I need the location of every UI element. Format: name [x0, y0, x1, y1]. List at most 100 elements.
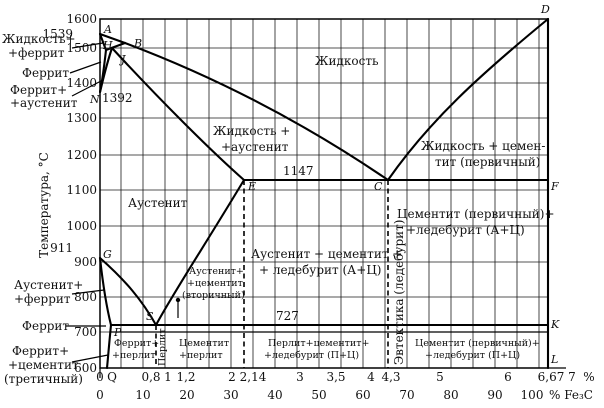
x-tick-2: 2	[228, 370, 236, 384]
line-CD	[386, 17, 550, 182]
point-N: N	[89, 93, 100, 106]
region-cem-led-pc-2: +ледебурит (П+Ц)	[425, 350, 520, 361]
line-JE	[110, 46, 246, 182]
x2-tick-50: 50	[311, 388, 326, 402]
point-F: F	[550, 180, 559, 193]
line-HJB	[104, 41, 127, 52]
region-liquid-cementite-1: Жидкость + цемен-	[421, 139, 545, 153]
y-tick-1600: 1600	[66, 12, 97, 26]
temp-1392: 1392	[102, 91, 133, 105]
y-tick-1539: 1539	[42, 27, 73, 41]
x-tick-2-14: 2,14	[240, 370, 267, 384]
x-tick-3-5: 3,5	[326, 370, 345, 384]
x-tick-0-8: 0,8	[141, 370, 160, 384]
region-liquid-austenite-2: +аустенит	[221, 140, 289, 154]
point-D: D	[540, 3, 550, 16]
region-liquid: Жидкость	[315, 54, 379, 68]
y-tick-1000: 1000	[66, 219, 97, 233]
x-tick-4: 4	[367, 370, 375, 384]
x2-tick-10: 10	[135, 388, 150, 402]
y-tick-911: 911	[50, 241, 73, 255]
temp-1147: 1147	[283, 164, 314, 178]
region-aus-cem-sec-1: Аустенит+	[189, 266, 244, 277]
point-L: L	[550, 353, 558, 366]
x-tick-0: 0	[96, 370, 104, 384]
x-ticks-fe3c: 0 10 20 30 40 50 60 70 80 90 100 % Fe₃C	[96, 388, 593, 402]
x-tick-7: 7	[568, 370, 576, 384]
left-ferrite-austenite-1: Феррит+	[10, 83, 67, 97]
x-ticks-carbon: 0 Q 0,8 1 1,2 2 2,14 3 3,5 4 4,3 5 6 6,6…	[96, 370, 595, 384]
temp-727: 727	[276, 309, 299, 323]
arrow-dot	[175, 297, 181, 303]
region-aus-cem-sec-3: (вторичный)	[182, 290, 245, 301]
y-tick-1200: 1200	[66, 148, 97, 162]
point-B: B	[133, 37, 142, 50]
region-austenite: Аустенит	[128, 196, 188, 210]
region-aus-cem-sec-2: +цементит	[187, 278, 243, 289]
x2-tick-20: 20	[179, 388, 194, 402]
line-BC	[123, 41, 390, 182]
region-eutectic: Эвтектика (ледебурит)	[392, 220, 406, 365]
plot-frame	[99, 18, 549, 369]
left-ferrite-cem-3: (третичный)	[4, 372, 83, 386]
x2-tick-60: 60	[355, 388, 370, 402]
point-J: J	[119, 53, 126, 66]
point-labels: A B H J N D E C F G S P K L	[89, 3, 560, 366]
x2-tick-70: 70	[399, 388, 414, 402]
region-aus-cem-led-2: + ледебурит (А+Ц)	[259, 263, 381, 277]
x-unit-fe3c: % Fe₃C	[549, 388, 593, 402]
left-ferrite-cem-1: Феррит+	[12, 344, 69, 358]
x-tick-1-2: 1,2	[176, 370, 195, 384]
leader-austenite-ferrite	[71, 289, 105, 295]
point-A: A	[103, 23, 112, 36]
region-cem-led-pc-1: Цементит (первичный)+	[415, 338, 540, 349]
left-ferrite-austenite-2: +аустенит	[10, 96, 78, 110]
point-S: S	[146, 310, 154, 323]
point-C: C	[374, 180, 383, 193]
left-labels: Жидкость+ +феррит Феррит Феррит+ +аустен…	[2, 32, 109, 386]
point-K: K	[550, 318, 560, 331]
line-JN	[98, 46, 114, 94]
left-ferrite-low: Феррит	[22, 319, 69, 333]
x2-tick-30: 30	[223, 388, 238, 402]
point-H: H	[102, 39, 113, 52]
point-E: E	[247, 180, 256, 193]
x-tick-1: 1	[164, 370, 172, 384]
region-cem-ledeburite-2: +ледебурит (А+Ц)	[406, 223, 525, 237]
y-tick-700: 700	[74, 325, 97, 339]
region-perlite: Перлит	[157, 328, 168, 366]
grid	[100, 18, 548, 369]
x2-tick-40: 40	[267, 388, 282, 402]
left-ferrite-cem-2: +цементит	[8, 358, 79, 372]
leader-ferrite-top	[69, 61, 102, 74]
region-perl-cem-led-1: Перлит+цементит+	[268, 338, 369, 349]
y-tick-1300: 1300	[66, 111, 97, 125]
region-ferrite-perlite-1: Феррит+	[114, 338, 159, 349]
leader-ferrite-cem	[71, 354, 109, 363]
region-ferrite-perlite-2: +перлит	[112, 350, 156, 361]
line-AH	[98, 32, 108, 52]
region-liquid-cementite-2: тит (первичный)	[435, 155, 540, 169]
region-perl-cem-led-2: +ледебурит (П+Ц)	[264, 350, 359, 361]
region-cem-perlite-1: Цементит	[179, 338, 229, 349]
line-ES	[154, 178, 246, 327]
x-unit-carbon: %	[583, 370, 594, 384]
region-aus-cem-led-1: Аустенит + цементит +	[251, 247, 402, 261]
y-tick-900: 900	[74, 255, 97, 269]
line-PQ	[105, 323, 113, 370]
region-cem-ledeburite-1: Цементит (первичный)+	[397, 207, 555, 221]
left-ferrite-top: Феррит	[22, 66, 69, 80]
leader-liquid-ferrite	[71, 42, 104, 49]
left-austenite-ferrite-2: +феррит	[14, 292, 71, 306]
region-labels: Жидкость Жидкость + +аустенит Жидкость +…	[112, 54, 555, 366]
region-cem-perlite-2: +перлит	[179, 350, 223, 361]
line-GS	[98, 256, 158, 327]
x2-tick-80: 80	[443, 388, 458, 402]
y-ticks: 1600 1500 1400 1300 1200 1100 1000 900 8…	[42, 12, 97, 375]
x2-tick-100: 100	[521, 388, 544, 402]
y-axis-label: Температура, °С	[37, 152, 51, 258]
line-AB	[98, 32, 127, 45]
point-P: P	[113, 326, 122, 339]
y-tick-1500: 1500	[66, 41, 97, 55]
